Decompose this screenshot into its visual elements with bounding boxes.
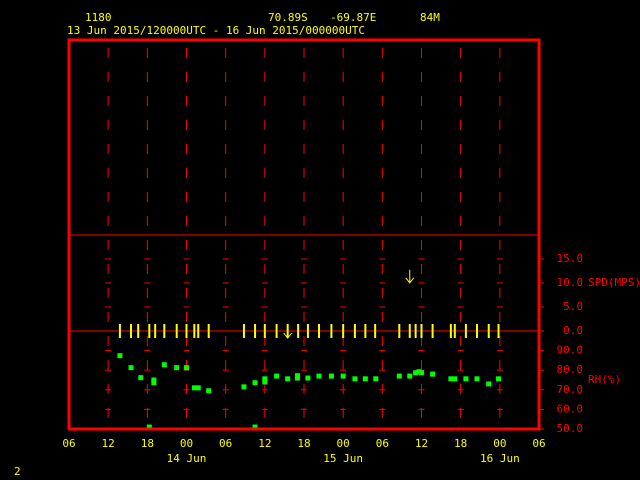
wind-arrow	[405, 269, 415, 284]
rh-point	[328, 373, 334, 379]
y-axis-title: SPD(MPS)	[588, 276, 640, 289]
y2-tick-label: 70.0	[557, 383, 584, 396]
rh-point	[184, 365, 189, 371]
rh-point	[146, 424, 152, 430]
rh-point	[419, 370, 424, 376]
rh-point	[448, 376, 454, 382]
date-label: 14 Jun	[167, 452, 207, 465]
y-tick-label: 0.0	[563, 324, 583, 337]
rh-point	[413, 370, 419, 376]
rh-point	[117, 353, 123, 359]
rh-point	[396, 373, 402, 379]
x-tick-label: 12	[102, 437, 115, 450]
y-tick-label: 15.0	[557, 252, 584, 265]
rh-point	[252, 380, 258, 386]
rh-point	[430, 371, 436, 377]
rh-point	[191, 385, 197, 391]
rh-point	[174, 365, 180, 371]
wind-arrow	[283, 325, 293, 339]
rh-point	[128, 365, 134, 371]
rh-point	[362, 376, 368, 382]
x-tick-label: 18	[297, 437, 310, 450]
rh-point	[486, 381, 492, 387]
rh-point	[452, 376, 458, 382]
x-tick-label: 06	[219, 437, 232, 450]
y-tick-label: 10.0	[557, 276, 584, 289]
rh-point	[195, 385, 201, 391]
y2-tick-label: 90.0	[557, 344, 584, 357]
frame	[67, 38, 541, 431]
rh-point	[151, 380, 157, 386]
rh-point	[316, 373, 322, 379]
rh-point	[161, 362, 167, 368]
rh-point	[340, 373, 346, 379]
date-label: 16 Jun	[480, 452, 520, 465]
rh-point	[274, 373, 280, 379]
x-tick-label: 06	[376, 437, 389, 450]
y2-tick-label: 50.0	[557, 422, 584, 435]
rh-point	[305, 375, 311, 381]
y2-tick-label: 80.0	[557, 363, 584, 376]
x-tick-label: 12	[258, 437, 271, 450]
rh-point	[496, 376, 502, 382]
rh-point	[151, 377, 157, 383]
rh-point	[352, 376, 358, 382]
x-tick-label: 00	[493, 437, 506, 450]
y-tick-label: 5.0	[563, 300, 583, 313]
rh-point	[262, 376, 268, 382]
period: 13 Jun 2015/120000UTC - 16 Jun 2015/0000…	[67, 24, 365, 37]
rh-point	[373, 376, 379, 382]
x-tick-label: 18	[141, 437, 154, 450]
rh-point	[407, 373, 413, 379]
page-number: 2	[14, 465, 21, 478]
longitude: -69.87E	[330, 11, 376, 24]
elevation: 84M	[420, 11, 440, 24]
rh-point	[416, 369, 422, 375]
rh-point	[285, 376, 291, 382]
station-id: 1180	[85, 11, 112, 24]
rh-point	[294, 373, 300, 379]
rh-point	[241, 384, 247, 390]
rh-point	[262, 379, 268, 385]
rh-point	[206, 388, 212, 394]
rh-point	[252, 424, 258, 430]
x-tick-label: 06	[532, 437, 545, 450]
x-tick-label: 00	[337, 437, 350, 450]
y2-tick-label: 60.0	[557, 402, 584, 415]
rh-point	[474, 376, 480, 382]
latitude: 70.89S	[268, 11, 308, 24]
x-tick-label: 12	[415, 437, 428, 450]
x-tick-label: 06	[62, 437, 75, 450]
x-tick-label: 18	[454, 437, 467, 450]
rh-point	[463, 376, 469, 382]
rh-point	[138, 375, 144, 381]
x-tick-label: 00	[180, 437, 193, 450]
date-label: 15 Jun	[323, 452, 363, 465]
y2-axis-title: RH(%)	[588, 373, 621, 386]
